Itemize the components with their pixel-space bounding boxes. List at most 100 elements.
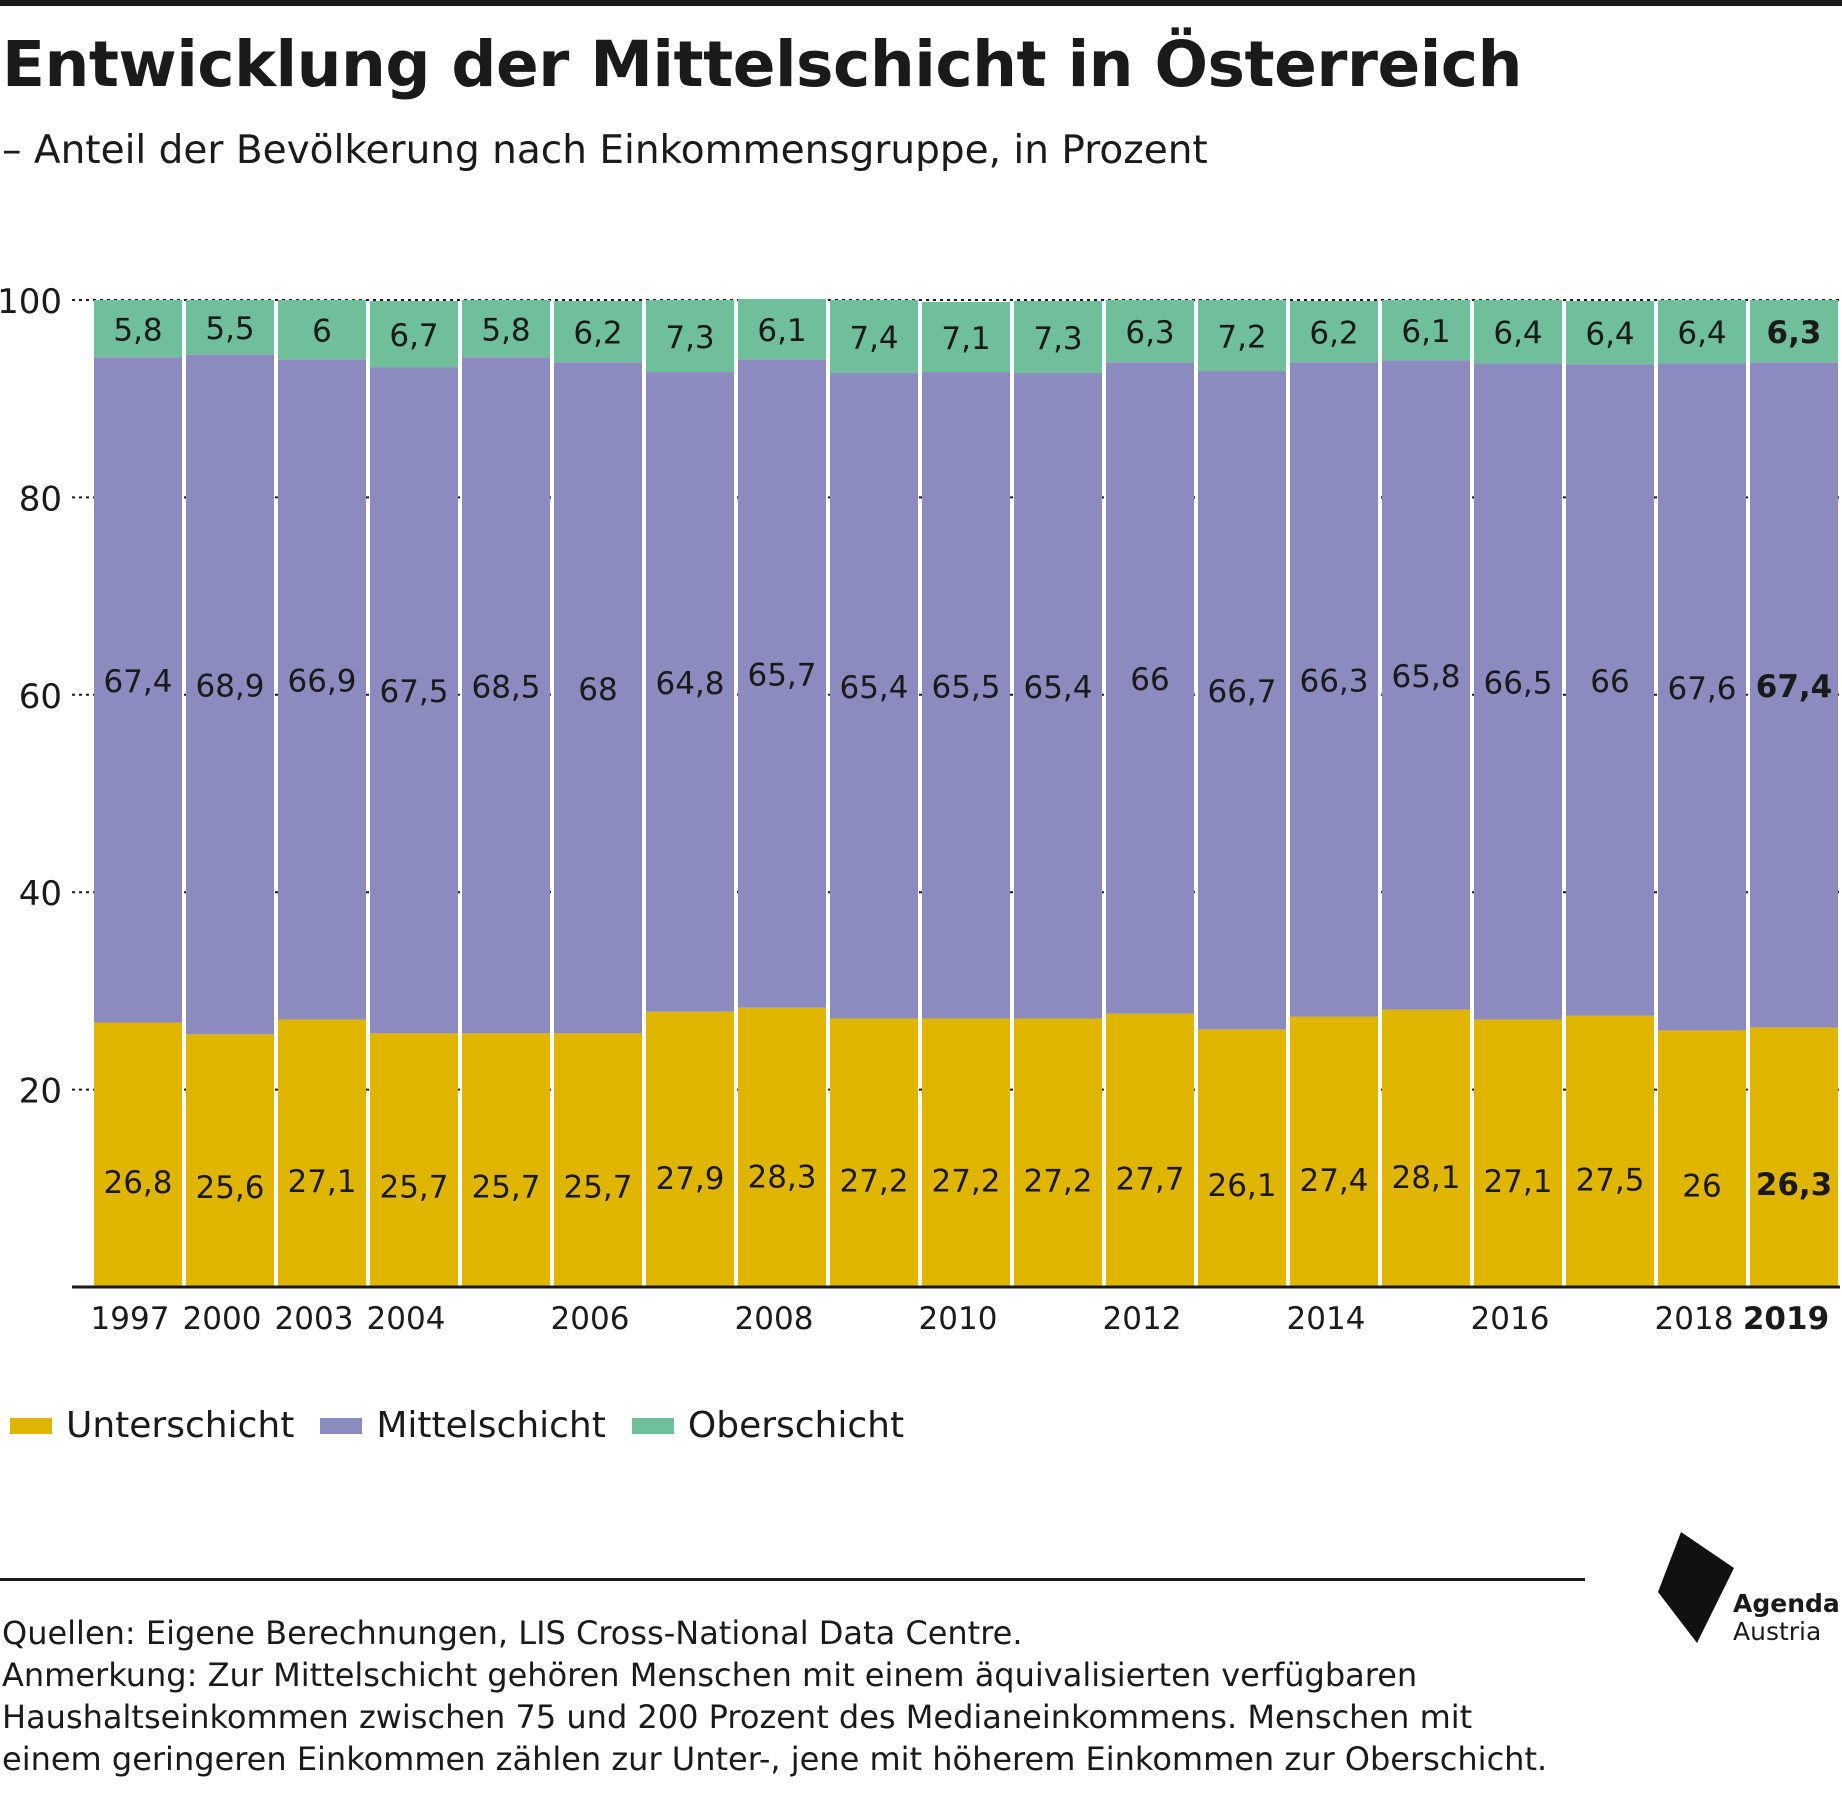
data-label-oberschicht-2012: 6,3: [1125, 315, 1174, 351]
bar-unterschicht-2019: [1750, 1027, 1838, 1287]
data-label-mittelschicht-2015: 65,8: [1391, 659, 1460, 695]
y-tick-label: 20: [19, 1072, 62, 1112]
data-label-unterschicht-2017: 27,5: [1575, 1162, 1644, 1198]
legend-label-unterschicht: Unterschicht: [66, 1405, 295, 1446]
bar-unterschicht-2005: [462, 1033, 550, 1287]
x-tick-label: 2016: [1471, 1301, 1550, 1337]
data-label-oberschicht-2017: 6,4: [1585, 317, 1634, 353]
data-label-oberschicht-2011: 7,3: [1033, 321, 1082, 357]
data-label-unterschicht-2003: 27,1: [287, 1164, 356, 1200]
bar-unterschicht-2010: [922, 1018, 1010, 1287]
bar-mittelschicht-2017: [1566, 364, 1654, 1016]
y-tick-label: 60: [19, 677, 62, 717]
data-label-oberschicht-2006: 6,2: [573, 316, 622, 352]
data-label-mittelschicht-2019: 67,4: [1756, 669, 1833, 705]
bar-mittelschicht-2003: [278, 359, 366, 1020]
data-label-oberschicht-2013: 7,2: [1217, 320, 1266, 356]
data-label-unterschicht-2014: 27,4: [1299, 1163, 1368, 1199]
data-label-oberschicht-2007: 7,3: [665, 320, 714, 356]
legend-swatch-oberschicht: [631, 1417, 674, 1434]
bar-mittelschicht-2010: [922, 372, 1010, 1019]
data-label-unterschicht-2012: 27,7: [1115, 1162, 1184, 1198]
bar-unterschicht-2000: [186, 1034, 274, 1287]
x-tick-label: 2004: [367, 1301, 446, 1337]
bar-oberschicht-2016: [1474, 300, 1562, 364]
chart-legend: Unterschicht Mittelschicht Oberschicht: [10, 1405, 930, 1446]
bar-unterschicht-2003: [278, 1019, 366, 1287]
chart-title: Entwicklung der Mittelschicht in Österre…: [2, 28, 1523, 101]
bar-oberschicht-2010: [922, 301, 1010, 373]
data-label-unterschicht-2009: 27,2: [839, 1164, 908, 1200]
note-line-1: Anmerkung: Zur Mittelschicht gehören Men…: [2, 1656, 1418, 1694]
data-label-unterschicht-2011: 27,2: [1023, 1164, 1092, 1200]
bar-mittelschicht-2013: [1198, 371, 1286, 1030]
bar-oberschicht-1997: [94, 300, 182, 358]
data-label-mittelschicht-2016: 66,5: [1483, 665, 1552, 701]
footer-rule: [0, 1578, 1585, 1581]
data-label-mittelschicht-2010: 65,5: [931, 669, 1000, 705]
bar-unterschicht-2009: [830, 1018, 918, 1287]
data-label-mittelschicht-2009: 65,4: [839, 670, 908, 706]
note-line-2: Haushaltseinkommen zwischen 75 und 200 P…: [2, 1698, 1473, 1736]
data-label-mittelschicht-2007: 64,8: [655, 666, 724, 702]
chart-subtitle: – Anteil der Bevölkerung nach Einkommens…: [2, 128, 1208, 173]
y-tick-label: 40: [19, 874, 62, 914]
bar-unterschicht-2013: [1198, 1029, 1286, 1287]
bar-mittelschicht-2004: [370, 367, 458, 1034]
bar-unterschicht-2014: [1290, 1016, 1378, 1287]
bar-oberschicht-2006: [554, 300, 642, 363]
data-label-unterschicht-2000: 25,6: [195, 1170, 264, 1206]
bar-unterschicht-2008: [738, 1007, 826, 1287]
bar-oberschicht-2004: [370, 300, 458, 368]
bar-mittelschicht-2009: [830, 373, 918, 1019]
legend-item-mittelschicht: Mittelschicht: [320, 1405, 606, 1446]
bar-oberschicht-2019: [1750, 300, 1838, 363]
data-label-mittelschicht-2013: 66,7: [1207, 674, 1276, 710]
data-label-mittelschicht-2008: 65,7: [747, 657, 816, 693]
x-tick-label: 1997: [91, 1301, 170, 1337]
x-tick-label: 2006: [551, 1301, 630, 1337]
legend-swatch-mittelschicht: [320, 1417, 363, 1434]
bar-unterschicht-2011: [1014, 1018, 1102, 1287]
x-tick-label: 2010: [919, 1301, 998, 1337]
data-label-mittelschicht-2005: 68,5: [471, 669, 540, 705]
data-label-unterschicht-2008: 28,3: [747, 1159, 816, 1195]
data-label-mittelschicht-1997: 67,4: [103, 664, 172, 700]
top-rule: [0, 0, 1842, 6]
bar-mittelschicht-2014: [1290, 362, 1378, 1017]
bar-mittelschicht-2019: [1750, 362, 1838, 1028]
data-label-mittelschicht-2003: 66,9: [287, 663, 356, 699]
data-label-oberschicht-2015: 6,1: [1401, 314, 1450, 350]
data-label-oberschicht-2005: 5,8: [481, 313, 530, 349]
bar-mittelschicht-2008: [738, 359, 826, 1008]
bar-oberschicht-2017: [1566, 300, 1654, 365]
bar-mittelschicht-2011: [1014, 373, 1102, 1019]
note-line-3: einem geringeren Einkommen zählen zur Un…: [2, 1740, 1548, 1778]
data-label-oberschicht-2018: 6,4: [1677, 316, 1726, 352]
logo-line-austria: Austria: [1733, 1617, 1822, 1646]
x-tick-label: 2008: [735, 1301, 814, 1337]
data-label-oberschicht-2010: 7,1: [941, 321, 990, 357]
bar-unterschicht-2007: [646, 1011, 734, 1287]
bar-mittelschicht-1997: [94, 357, 182, 1023]
data-label-mittelschicht-2004: 67,5: [379, 674, 448, 710]
logo-mark-icon: [1658, 1532, 1734, 1643]
x-tick-label: 2000: [183, 1301, 262, 1337]
bar-oberschicht-2009: [830, 300, 918, 374]
data-label-unterschicht-2007: 27,9: [655, 1161, 724, 1197]
bar-mittelschicht-2016: [1474, 363, 1562, 1020]
legend-swatch-unterschicht: [10, 1417, 52, 1434]
data-label-unterschicht-2013: 26,1: [1207, 1168, 1276, 1204]
data-label-oberschicht-2003: 6: [312, 314, 332, 350]
x-tick-label: 2019: [1743, 1301, 1829, 1337]
data-label-mittelschicht-2011: 65,4: [1023, 670, 1092, 706]
stacked-bar-chart: 100 80 60 40 20 26,8 25,6 27,1 25,7 25,7 25,7 27,9 2…: [0, 282, 1840, 1337]
data-label-unterschicht-2006: 25,7: [563, 1170, 632, 1206]
footer-notes: Quellen: Eigene Berechnungen, LIS Cross-…: [2, 1612, 1802, 1780]
bar-unterschicht-2018: [1658, 1030, 1746, 1287]
bar-mittelschicht-2015: [1382, 360, 1470, 1010]
bar-oberschicht-2015: [1382, 300, 1470, 361]
bar-oberschicht-2011: [1014, 300, 1102, 374]
data-label-oberschicht-2009: 7,4: [849, 321, 898, 357]
data-label-oberschicht-2004: 6,7: [389, 318, 438, 354]
